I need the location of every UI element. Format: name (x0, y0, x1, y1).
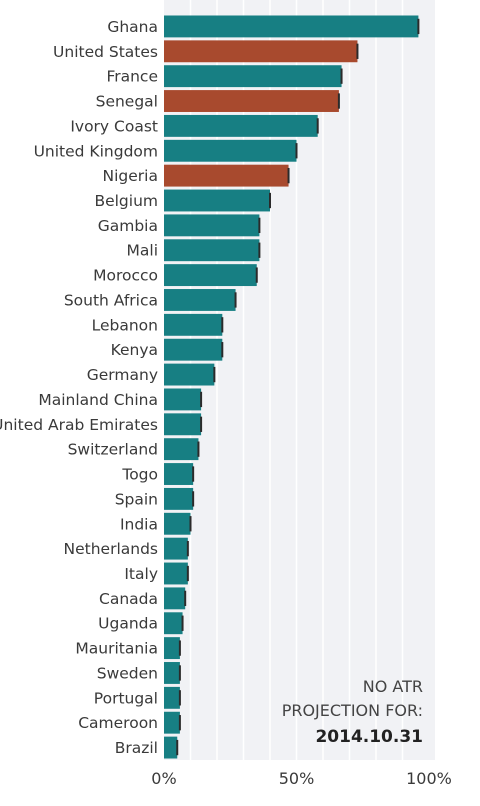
x-tick-labels: 0% 50% 100% (151, 769, 452, 788)
category-label: United Kingdom (34, 142, 158, 160)
category-label: Gambia (98, 217, 158, 235)
annotation-line-1: NO ATR (363, 677, 423, 696)
bar-ivory-coast (164, 114, 318, 137)
category-label: United Arab Emirates (0, 416, 158, 434)
bar-gambia (164, 214, 260, 237)
category-label: Uganda (98, 615, 158, 633)
category-label: France (106, 68, 158, 86)
bar-nigeria (164, 164, 289, 187)
category-label: Cameroon (78, 714, 158, 732)
bar-south-africa (164, 289, 236, 311)
bar-netherlands (164, 537, 188, 560)
bar-india (164, 512, 191, 535)
bar-united-kingdom (164, 139, 297, 162)
category-label: Nigeria (103, 167, 158, 185)
category-label: India (120, 515, 158, 533)
bar-cameroon (164, 711, 180, 734)
category-label: Mainland China (38, 391, 158, 409)
bar-mauritania (164, 637, 180, 660)
category-label: Kenya (111, 341, 158, 359)
category-label: Italy (124, 565, 158, 583)
category-label: Belgium (94, 192, 158, 210)
bar-canada (164, 587, 186, 610)
bars (164, 15, 420, 759)
bar-brazil (164, 736, 178, 759)
category-labels: Ghana United States France Senegal Ivory Coa… (0, 18, 158, 757)
bar-ghana (164, 15, 419, 38)
bar-france (164, 65, 342, 88)
category-label: Brazil (115, 739, 158, 757)
category-label: Togo (121, 466, 158, 484)
annotation-line-2: PROJECTION FOR: (282, 701, 423, 720)
bar-belgium (164, 189, 270, 212)
bar-mainland-china (164, 388, 202, 411)
bar-united-arab-emirates (164, 413, 202, 436)
bar-switzerland (164, 438, 199, 461)
bar-italy (164, 562, 188, 585)
category-label: Senegal (96, 93, 158, 111)
category-label: Portugal (94, 689, 158, 707)
category-label: Sweden (97, 664, 158, 682)
category-label: Morocco (93, 267, 158, 285)
category-label: Ivory Coast (70, 117, 158, 135)
category-label: Spain (115, 490, 158, 508)
x-tick-label: 100% (406, 769, 452, 788)
category-label: South Africa (64, 291, 158, 309)
bar-kenya (164, 338, 223, 361)
category-label: Ghana (107, 18, 158, 36)
category-label: Switzerland (68, 441, 158, 459)
bar-senegal (164, 90, 339, 112)
category-label: Lebanon (92, 316, 158, 334)
category-label: United States (53, 43, 158, 61)
bar-spain (164, 487, 194, 510)
bar-uganda (164, 612, 183, 635)
bar-togo (164, 463, 194, 485)
x-tick-label: 50% (279, 769, 315, 788)
annotation-date: 2014.10.31 (315, 727, 423, 747)
category-label: Netherlands (64, 540, 158, 558)
bar-united-states (164, 40, 358, 63)
annotation: NO ATR PROJECTION FOR: 2014.10.31 (282, 677, 423, 747)
x-tick-label: 0% (151, 769, 176, 788)
category-label: Canada (99, 590, 158, 608)
bar-mali (164, 239, 260, 262)
bar-sweden (164, 662, 180, 684)
bar-morocco (164, 264, 257, 287)
bar-portugal (164, 686, 180, 709)
category-label: Germany (87, 366, 158, 384)
category-label: Mauritania (75, 640, 158, 658)
category-label: Mali (127, 242, 158, 260)
bar-germany (164, 363, 215, 386)
bar-lebanon (164, 313, 223, 336)
